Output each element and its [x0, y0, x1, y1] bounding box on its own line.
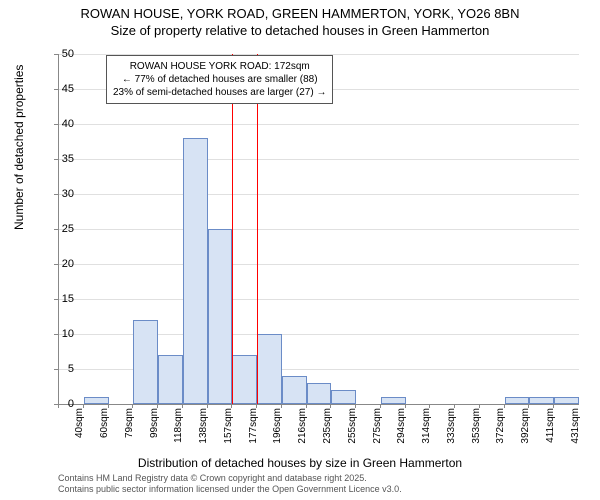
x-tick-mark	[108, 404, 109, 408]
x-tick-mark	[528, 404, 529, 408]
histogram-bar	[331, 390, 356, 404]
y-tick-mark	[54, 194, 58, 195]
y-tick-label: 25	[44, 223, 74, 235]
x-tick-mark	[330, 404, 331, 408]
x-tick-label: 235sqm	[322, 408, 333, 444]
gridline	[59, 194, 579, 195]
x-tick-label: 138sqm	[198, 408, 209, 444]
footer-line2: Contains public sector information licen…	[58, 484, 402, 496]
x-tick-label: 255sqm	[347, 408, 358, 444]
y-tick-label: 45	[44, 83, 74, 95]
x-tick-mark	[355, 404, 356, 408]
y-tick-label: 5	[44, 363, 74, 375]
x-tick-label: 40sqm	[74, 408, 85, 438]
gridline	[59, 159, 579, 160]
x-tick-label: 216sqm	[297, 408, 308, 444]
x-tick-label: 294sqm	[396, 408, 407, 444]
histogram-bar	[307, 383, 332, 404]
histogram-bar	[84, 397, 109, 404]
x-tick-mark	[479, 404, 480, 408]
x-tick-label: 372sqm	[495, 408, 506, 444]
x-tick-mark	[281, 404, 282, 408]
x-tick-label: 99sqm	[149, 408, 160, 438]
y-tick-mark	[54, 369, 58, 370]
x-tick-label: 392sqm	[520, 408, 531, 444]
x-tick-mark	[157, 404, 158, 408]
histogram-bar	[183, 138, 208, 404]
x-tick-label: 177sqm	[248, 408, 259, 444]
y-tick-mark	[54, 54, 58, 55]
x-tick-label: 60sqm	[99, 408, 110, 438]
histogram-bar	[554, 397, 579, 404]
x-tick-mark	[454, 404, 455, 408]
x-tick-label: 314sqm	[421, 408, 432, 444]
chart-title: ROWAN HOUSE, YORK ROAD, GREEN HAMMERTON,…	[0, 6, 600, 40]
gridline	[59, 229, 579, 230]
y-tick-mark	[54, 299, 58, 300]
x-tick-mark	[83, 404, 84, 408]
y-tick-mark	[54, 229, 58, 230]
title-line2: Size of property relative to detached ho…	[0, 23, 600, 40]
y-tick-label: 20	[44, 258, 74, 270]
y-tick-label: 10	[44, 328, 74, 340]
x-tick-label: 333sqm	[446, 408, 457, 444]
title-line1: ROWAN HOUSE, YORK ROAD, GREEN HAMMERTON,…	[0, 6, 600, 23]
x-tick-label: 431sqm	[570, 408, 581, 444]
histogram-bar	[232, 355, 257, 404]
x-tick-mark	[405, 404, 406, 408]
x-tick-mark	[380, 404, 381, 408]
x-tick-label: 196sqm	[272, 408, 283, 444]
footer-credits: Contains HM Land Registry data © Crown c…	[58, 473, 402, 496]
y-tick-label: 35	[44, 153, 74, 165]
histogram-bar	[529, 397, 554, 404]
annotation-box: ROWAN HOUSE YORK ROAD: 172sqm ← 77% of d…	[106, 55, 333, 104]
y-tick-mark	[54, 334, 58, 335]
x-tick-mark	[504, 404, 505, 408]
plot-area	[58, 54, 579, 405]
y-tick-mark	[54, 159, 58, 160]
x-tick-label: 157sqm	[223, 408, 234, 444]
annotation-line1: ROWAN HOUSE YORK ROAD: 172sqm	[113, 60, 326, 73]
x-tick-mark	[132, 404, 133, 408]
y-axis-label: Number of detached properties	[12, 65, 26, 230]
histogram-bar	[133, 320, 158, 404]
histogram-bar	[381, 397, 406, 404]
annotation-line3: 23% of semi-detached houses are larger (…	[113, 86, 326, 99]
x-tick-mark	[306, 404, 307, 408]
histogram-bar	[505, 397, 530, 404]
footer-line1: Contains HM Land Registry data © Crown c…	[58, 473, 402, 485]
y-tick-mark	[54, 89, 58, 90]
histogram-bar	[208, 229, 233, 404]
histogram-bar	[158, 355, 183, 404]
x-tick-mark	[58, 404, 59, 408]
y-tick-label: 40	[44, 118, 74, 130]
x-tick-mark	[207, 404, 208, 408]
histogram-bar	[257, 334, 282, 404]
x-axis-label: Distribution of detached houses by size …	[0, 456, 600, 470]
y-tick-label: 0	[44, 398, 74, 410]
gridline	[59, 299, 579, 300]
x-tick-mark	[231, 404, 232, 408]
x-tick-label: 411sqm	[545, 408, 556, 443]
x-tick-mark	[182, 404, 183, 408]
y-tick-label: 15	[44, 293, 74, 305]
y-tick-label: 50	[44, 48, 74, 60]
x-tick-label: 353sqm	[471, 408, 482, 444]
x-tick-label: 275sqm	[372, 408, 383, 444]
gridline	[59, 264, 579, 265]
x-tick-mark	[429, 404, 430, 408]
marker-line	[232, 54, 233, 404]
chart-container: ROWAN HOUSE, YORK ROAD, GREEN HAMMERTON,…	[0, 0, 600, 500]
gridline	[59, 124, 579, 125]
x-tick-mark	[256, 404, 257, 408]
marker-line	[257, 54, 258, 404]
y-tick-mark	[54, 124, 58, 125]
x-tick-mark	[553, 404, 554, 408]
x-tick-label: 79sqm	[124, 408, 135, 438]
annotation-line2: ← 77% of detached houses are smaller (88…	[113, 73, 326, 86]
y-tick-label: 30	[44, 188, 74, 200]
y-tick-mark	[54, 264, 58, 265]
histogram-bar	[282, 376, 307, 404]
x-tick-label: 118sqm	[173, 408, 184, 443]
